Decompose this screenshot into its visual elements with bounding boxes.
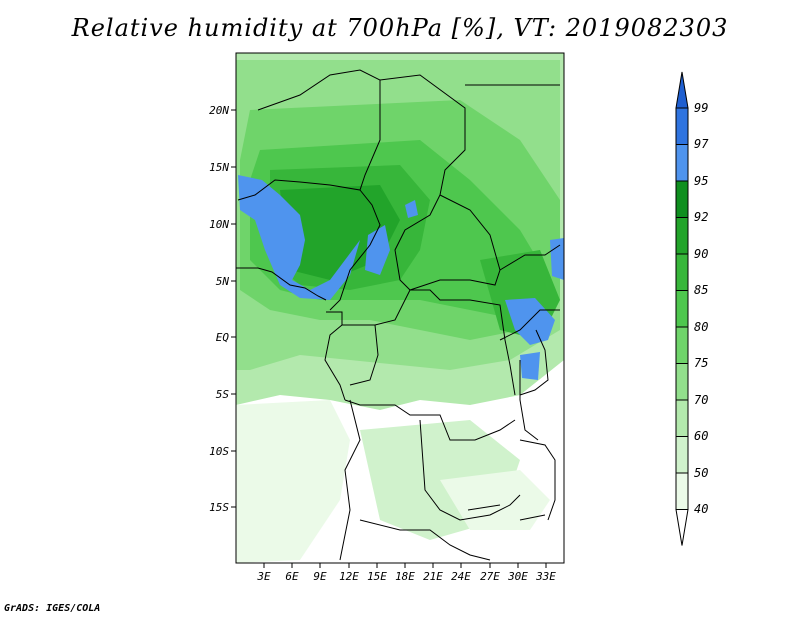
lat-label-5s: 5S xyxy=(216,388,230,401)
colorbar-arrow-top xyxy=(675,71,689,109)
colorbar-label-92: 92 xyxy=(694,210,708,224)
colorbar-label-75: 75 xyxy=(694,356,708,370)
colorbar-segment xyxy=(675,180,689,218)
lon-label-6e: 6E xyxy=(285,570,299,583)
grads-credit: GrADS: IGES/COLA xyxy=(4,603,101,614)
lon-label-18e: 18E xyxy=(395,570,415,583)
lat-label-5n: 5N xyxy=(216,275,230,288)
colorbar-segment xyxy=(675,472,689,510)
lon-label-27e: 27E xyxy=(480,570,500,583)
colorbar-label-80: 80 xyxy=(694,320,708,334)
colorbar-segment xyxy=(675,363,689,401)
country-borders xyxy=(236,69,561,561)
chart-title: Relative humidity at 700hPa [%], VT: 201… xyxy=(71,14,729,42)
colorbar-segment xyxy=(675,436,689,474)
map-frame xyxy=(235,52,565,564)
colorbar-segment xyxy=(675,326,689,364)
lat-label-15n: 15N xyxy=(209,161,229,174)
colorbar-segment xyxy=(675,399,689,437)
lat-label-eq: EQ xyxy=(216,331,230,344)
lon-label-3e: 3E xyxy=(256,570,271,583)
colorbar-label-95: 95 xyxy=(694,174,708,188)
colorbar-label-85: 85 xyxy=(694,283,708,297)
colorbar-segment xyxy=(675,144,689,182)
lon-label-9e: 9E xyxy=(313,570,327,583)
colorbar xyxy=(675,71,689,546)
lat-label-20n: 20N xyxy=(209,104,229,117)
colorbar-segment xyxy=(675,217,689,255)
colorbar-label-40: 40 xyxy=(694,502,708,516)
colorbar-arrow-bottom xyxy=(675,509,689,546)
colorbar-label-90: 90 xyxy=(694,247,708,261)
lat-label-15s: 15S xyxy=(209,501,229,514)
colorbar-label-60: 60 xyxy=(694,429,708,443)
lon-label-30e: 30E xyxy=(507,570,528,583)
lat-label-10s: 10S xyxy=(209,445,229,458)
lon-label-21e: 21E xyxy=(423,570,443,583)
colorbar-label-97: 97 xyxy=(694,137,709,151)
colorbar-label-70: 70 xyxy=(694,393,708,407)
lon-label-33e: 33E xyxy=(535,570,556,583)
latitude-axis xyxy=(231,109,236,508)
colorbar-label-99: 99 xyxy=(694,101,708,115)
lon-label-12e: 12E xyxy=(339,570,359,583)
longitude-axis xyxy=(263,563,547,568)
lat-label-10n: 10N xyxy=(209,218,229,231)
humidity-field xyxy=(236,53,564,563)
colorbar-segment xyxy=(675,290,689,328)
colorbar-segment xyxy=(675,107,689,145)
lon-label-15e: 15E xyxy=(367,570,387,583)
colorbar-label-50: 50 xyxy=(694,466,708,480)
colorbar-segment xyxy=(675,253,689,291)
lon-label-24e: 24E xyxy=(451,570,471,583)
